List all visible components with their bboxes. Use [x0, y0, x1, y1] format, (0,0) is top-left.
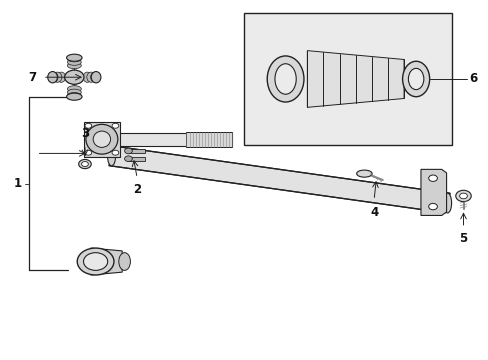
Polygon shape	[83, 122, 120, 157]
Polygon shape	[109, 146, 449, 213]
Ellipse shape	[67, 59, 81, 65]
Text: 7: 7	[28, 71, 37, 84]
Ellipse shape	[79, 159, 91, 168]
Ellipse shape	[87, 72, 95, 82]
Ellipse shape	[124, 148, 132, 154]
Ellipse shape	[81, 162, 88, 167]
Ellipse shape	[67, 55, 81, 62]
Ellipse shape	[64, 70, 84, 84]
Ellipse shape	[83, 253, 107, 270]
Polygon shape	[307, 51, 403, 107]
Ellipse shape	[356, 170, 371, 177]
Text: 6: 6	[468, 72, 477, 85]
Ellipse shape	[119, 253, 130, 270]
Ellipse shape	[443, 193, 451, 213]
Ellipse shape	[455, 190, 470, 202]
Polygon shape	[128, 149, 145, 153]
Ellipse shape	[66, 54, 82, 61]
Ellipse shape	[85, 150, 92, 155]
Ellipse shape	[49, 72, 58, 82]
Ellipse shape	[77, 248, 114, 275]
Ellipse shape	[53, 72, 61, 82]
Polygon shape	[128, 157, 145, 161]
Ellipse shape	[112, 150, 119, 155]
Ellipse shape	[48, 72, 57, 83]
Text: 3: 3	[81, 127, 89, 140]
Ellipse shape	[67, 89, 81, 95]
Ellipse shape	[428, 175, 436, 181]
Ellipse shape	[57, 72, 65, 82]
Ellipse shape	[93, 131, 110, 147]
Ellipse shape	[85, 123, 92, 128]
Text: 5: 5	[458, 233, 467, 246]
Ellipse shape	[402, 61, 429, 97]
Text: 2: 2	[133, 183, 141, 196]
Ellipse shape	[112, 123, 119, 128]
Polygon shape	[116, 133, 232, 145]
Ellipse shape	[91, 72, 101, 83]
Ellipse shape	[86, 124, 118, 154]
Ellipse shape	[67, 93, 81, 99]
Polygon shape	[420, 169, 446, 215]
Bar	[244, 13, 451, 145]
Ellipse shape	[107, 146, 115, 166]
Ellipse shape	[407, 68, 423, 90]
Text: 4: 4	[369, 206, 377, 219]
Text: 1: 1	[13, 177, 21, 190]
Ellipse shape	[124, 156, 132, 162]
Ellipse shape	[66, 93, 82, 100]
Ellipse shape	[90, 72, 99, 82]
Ellipse shape	[459, 193, 467, 199]
Ellipse shape	[67, 86, 81, 92]
Polygon shape	[186, 132, 232, 147]
Ellipse shape	[83, 72, 92, 82]
Ellipse shape	[428, 203, 436, 210]
Polygon shape	[91, 248, 122, 275]
Ellipse shape	[274, 64, 296, 94]
Ellipse shape	[67, 62, 81, 69]
Ellipse shape	[266, 56, 304, 102]
